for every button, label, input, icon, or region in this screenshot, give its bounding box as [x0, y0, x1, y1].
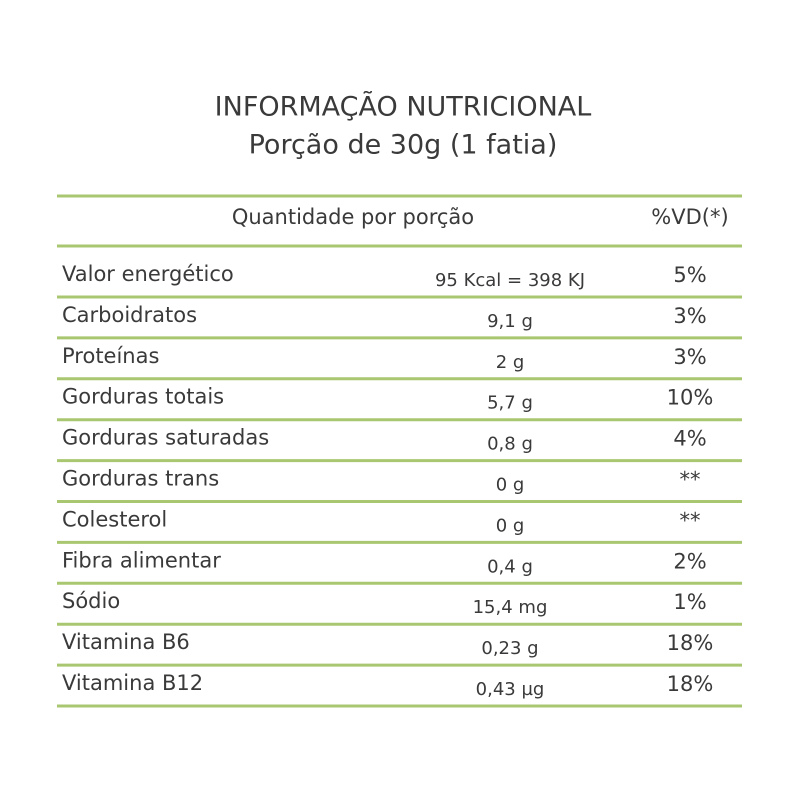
nutrient-amount: 0 g: [496, 475, 525, 496]
nutrient-amount: 0 g: [496, 515, 525, 536]
nutrient-amount: 95 Kcal = 398 KJ: [435, 270, 585, 291]
daily-value: 18%: [667, 672, 714, 696]
nutrient-name: Carboidratos: [62, 303, 197, 327]
title: INFORMAÇÃO NUTRICIONAL: [215, 91, 592, 123]
nutrient-name: Fibra alimentar: [62, 548, 221, 572]
daily-value: **: [680, 468, 701, 492]
daily-value: 3%: [673, 304, 706, 328]
nutrient-name: Gorduras saturadas: [62, 426, 269, 450]
nutrient-name: Gorduras totais: [62, 385, 224, 409]
nutrient-amount: 9,1 g: [487, 311, 533, 332]
nutrient-name: Gorduras trans: [62, 467, 219, 491]
subtitle: Porção de 30g (1 fatia): [249, 130, 558, 161]
nutrient-amount: 0,23 g: [481, 638, 538, 659]
daily-value: 18%: [667, 631, 714, 655]
nutrient-amount: 0,43 µg: [476, 679, 545, 700]
nutrient-amount: 5,7 g: [487, 393, 533, 414]
nutrient-amount: 15,4 mg: [473, 597, 548, 618]
daily-value: **: [680, 508, 701, 532]
nutrient-name: Proteínas: [62, 344, 159, 368]
column-header: %VD(*): [651, 205, 728, 229]
daily-value: 1%: [673, 590, 706, 614]
nutrient-name: Valor energético: [62, 262, 234, 286]
daily-value: 2%: [673, 549, 706, 573]
nutrient-amount: 0,4 g: [487, 556, 533, 577]
column-header: Quantidade por porção: [232, 205, 474, 229]
nutrient-amount: 0,8 g: [487, 434, 533, 455]
daily-value: 4%: [673, 427, 706, 451]
daily-value: 3%: [673, 345, 706, 369]
nutrient-name: Colesterol: [62, 507, 167, 531]
nutrient-name: Vitamina B12: [62, 671, 203, 695]
nutrient-name: Sódio: [62, 589, 120, 613]
daily-value: 10%: [667, 386, 714, 410]
nutrient-amount: 2 g: [496, 352, 525, 373]
nutrient-name: Vitamina B6: [62, 630, 190, 654]
daily-value: 5%: [673, 263, 706, 287]
